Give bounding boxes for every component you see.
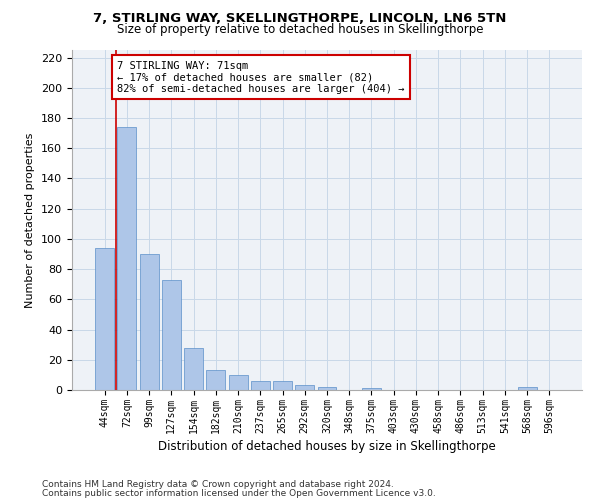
Bar (362, 388, 381, 390)
Text: Size of property relative to detached houses in Skellingthorpe: Size of property relative to detached ho… (117, 22, 483, 36)
Bar (162, 280, 181, 390)
Bar (184, 348, 203, 390)
Bar (229, 375, 248, 390)
Bar (273, 381, 292, 390)
Y-axis label: Number of detached properties: Number of detached properties (25, 132, 35, 308)
Text: Contains HM Land Registry data © Crown copyright and database right 2024.: Contains HM Land Registry data © Crown c… (42, 480, 394, 489)
Bar (317, 387, 337, 390)
Text: 7 STIRLING WAY: 71sqm
← 17% of detached houses are smaller (82)
82% of semi-deta: 7 STIRLING WAY: 71sqm ← 17% of detached … (117, 60, 404, 94)
Text: 7, STIRLING WAY, SKELLINGTHORPE, LINCOLN, LN6 5TN: 7, STIRLING WAY, SKELLINGTHORPE, LINCOLN… (94, 12, 506, 26)
Bar (95, 248, 114, 390)
Bar (295, 386, 314, 390)
Bar (251, 381, 270, 390)
Bar (518, 387, 536, 390)
X-axis label: Distribution of detached houses by size in Skellingthorpe: Distribution of detached houses by size … (158, 440, 496, 453)
Text: Contains public sector information licensed under the Open Government Licence v3: Contains public sector information licen… (42, 488, 436, 498)
Bar (140, 254, 158, 390)
Bar (206, 370, 225, 390)
Bar (118, 127, 136, 390)
